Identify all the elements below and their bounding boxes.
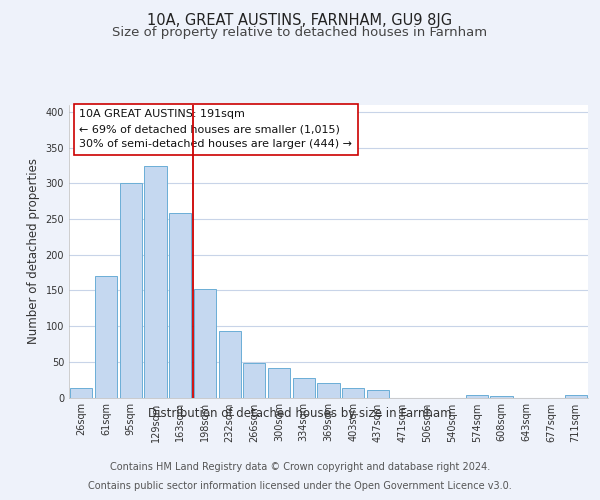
Bar: [95, 276, 117, 398]
Bar: [218, 331, 241, 398]
Bar: [194, 289, 216, 398]
Bar: [169, 214, 191, 398]
Bar: [565, 394, 587, 398]
Bar: [490, 396, 512, 398]
Text: 10A GREAT AUSTINS: 191sqm
← 69% of detached houses are smaller (1,015)
30% of se: 10A GREAT AUSTINS: 191sqm ← 69% of detac…: [79, 110, 352, 149]
Bar: [367, 390, 389, 398]
Text: Contains HM Land Registry data © Crown copyright and database right 2024.: Contains HM Land Registry data © Crown c…: [110, 462, 490, 472]
Bar: [119, 184, 142, 398]
Bar: [293, 378, 315, 398]
Bar: [268, 368, 290, 398]
Bar: [243, 364, 265, 398]
Text: Contains public sector information licensed under the Open Government Licence v3: Contains public sector information licen…: [88, 481, 512, 491]
Bar: [466, 394, 488, 398]
Text: Size of property relative to detached houses in Farnham: Size of property relative to detached ho…: [112, 26, 488, 39]
Bar: [70, 388, 92, 398]
Y-axis label: Number of detached properties: Number of detached properties: [27, 158, 40, 344]
Text: 10A, GREAT AUSTINS, FARNHAM, GU9 8JG: 10A, GREAT AUSTINS, FARNHAM, GU9 8JG: [148, 12, 452, 28]
Bar: [145, 166, 167, 398]
Text: Distribution of detached houses by size in Farnham: Distribution of detached houses by size …: [148, 408, 452, 420]
Bar: [317, 383, 340, 398]
Bar: [342, 388, 364, 398]
